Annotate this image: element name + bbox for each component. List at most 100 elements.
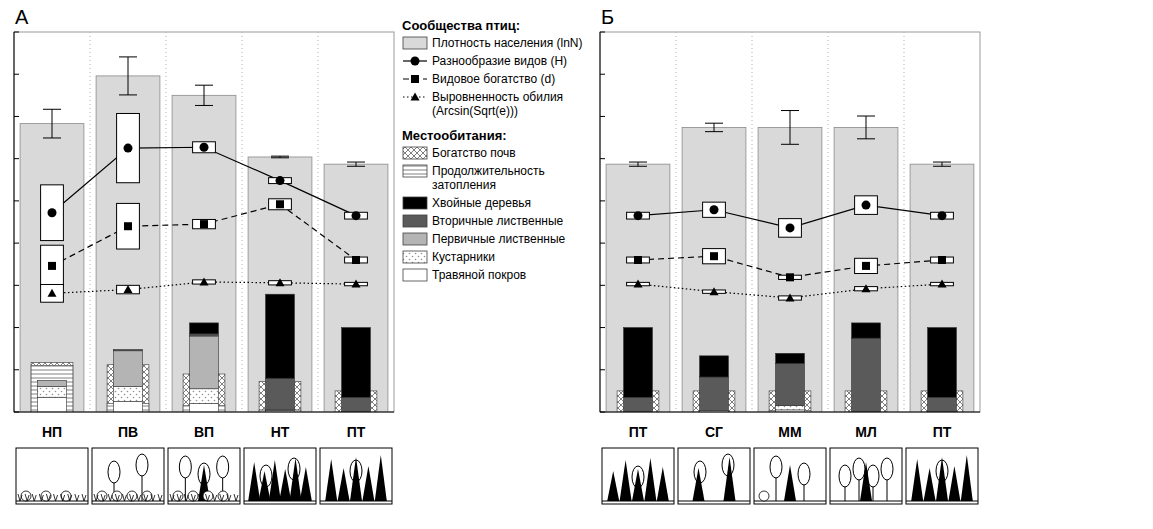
series-marker [124,222,132,230]
plot-frame [14,32,394,412]
legend-label: Плотность населения (lnN) [432,36,582,50]
panel-letter: А [15,6,29,28]
category-label: ВП [194,424,214,440]
sketch-conifer [784,465,796,501]
vegetation-segment [114,401,143,412]
sketch-grass [234,494,238,501]
grid-line [676,32,677,412]
sketch-grass [213,494,217,501]
sketch-content [244,458,316,501]
legend-label: Кустарники [432,250,495,264]
y-tick [14,116,19,117]
legend-swatch-marker [411,75,419,83]
sketch-grass [25,494,29,501]
sketch-conifer [300,467,312,501]
sketch-grass [184,494,188,501]
sketch-content [906,455,978,501]
habitat-sketch [678,448,750,504]
series-marker [938,256,946,264]
vegetation-segment [114,351,143,387]
error-box [703,249,726,264]
vegetation-segment [266,378,295,410]
habitat-sketch [16,448,88,504]
category-label: МЛ [855,424,877,440]
density-bar [758,127,822,412]
sketch-grass [170,494,174,501]
legend-label: Хвойные деревья [432,196,531,210]
sketch-trunk [859,479,860,501]
error-bar [629,162,647,166]
legend-label: Разнообразие видов (H) [432,54,567,68]
grid-line [90,32,91,412]
error-box [117,285,140,293]
habitat-bar [31,366,73,412]
sketch-grass [198,494,202,501]
y-tick [600,285,605,286]
legend-swatch-marker [411,57,420,66]
sketch-grass [191,494,195,501]
series-marker [786,223,795,232]
error-bar [271,156,289,158]
grid-line [318,32,319,412]
series-marker [124,285,133,293]
sketch-frame [168,448,240,504]
sketch-grass [158,494,162,501]
sketch-conifer [269,460,281,501]
sketch-ground [678,501,750,502]
y-tick [600,158,605,159]
sketch-grass [151,494,155,501]
y-tick [600,74,605,75]
sketch-shrub [218,491,228,501]
y-tick [14,74,19,75]
vegetation-segment [928,328,957,398]
sketch-trunk [845,486,846,501]
series-marker [710,252,718,260]
legend-label-line: Богатство почв [432,146,516,160]
legend-swatch [403,251,427,263]
sketch-grass [32,494,36,501]
sketch-trunk [887,479,888,501]
legend-label: Травяной покров [432,268,526,282]
series-marker [48,208,57,217]
legend-label-line: Кустарники [432,250,495,264]
grid-line [166,32,167,412]
series-marker [352,256,360,264]
vegetation-segment [928,397,957,412]
error-bar [195,85,213,105]
sketch-conifer [338,468,350,501]
sketch-shrub [203,491,213,501]
error-box [703,202,726,217]
sketch-tree [136,454,148,476]
series-marker [786,294,795,302]
legend-label-line: Первичные лиственные [432,232,566,246]
category-label: ПВ [118,424,138,440]
vegetation-segment [190,389,219,404]
sketch-grass [54,494,58,501]
habitat-sketch [906,448,978,504]
y-tick [600,369,605,370]
series-marker [938,280,947,288]
legend-swatch [403,269,427,281]
sketch-conifer [325,459,337,501]
sketch-grass [46,494,50,501]
sketch-shrub [21,491,31,501]
sketch-tree [839,465,851,487]
sketch-frame [602,448,674,504]
y-tick [14,327,19,328]
category-label: НТ [271,424,290,440]
sketch-grass [68,494,72,501]
sketch-frame [16,448,88,504]
vegetation-segment [700,356,729,377]
vegetation-segment [190,336,219,389]
legend-label: Выровненность обилия(Arcsin(Sqrt(e))) [432,90,563,118]
error-bar [43,109,61,138]
sketch-grass [101,494,105,501]
y-tick [600,200,605,201]
series-marker [634,211,643,220]
sketch-shrub [188,491,198,501]
panel: БПТСГМММЛПТ [600,6,980,504]
sketch-tree [108,461,120,483]
density-bar [96,76,160,412]
error-bar [857,116,875,139]
legend-swatch-marker [411,93,420,101]
